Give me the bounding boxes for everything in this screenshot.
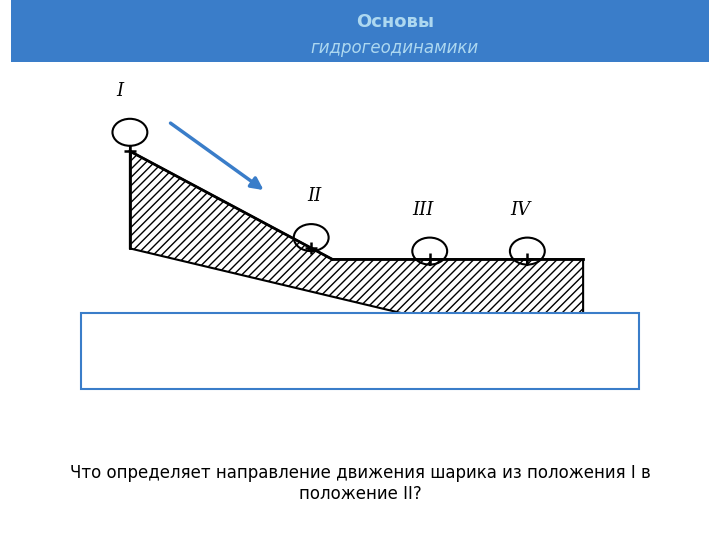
Text: Основы: Основы (356, 13, 434, 31)
FancyBboxPatch shape (12, 0, 708, 62)
Text: II: II (307, 187, 322, 205)
Text: III: III (412, 201, 433, 219)
Text: I: I (116, 82, 123, 100)
Text: IV: IV (510, 201, 531, 219)
Text: гидрогеодинамики: гидрогеодинамики (311, 39, 479, 57)
Bar (81, 313, 639, 389)
Text: Что определяет направление движения шарика из положения I в
положение II?: Что определяет направление движения шари… (70, 464, 650, 503)
Polygon shape (130, 151, 583, 356)
